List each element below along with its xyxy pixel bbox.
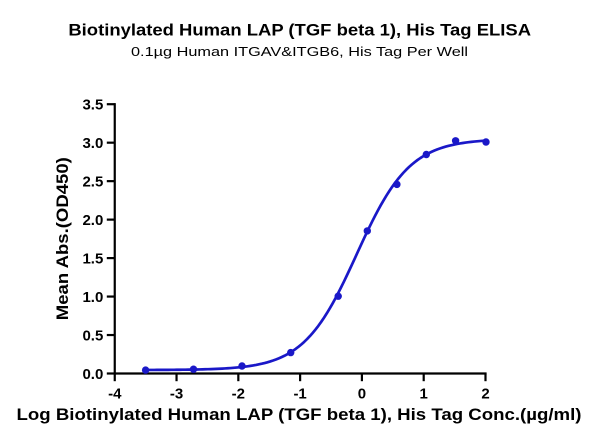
svg-text:1.5: 1.5 xyxy=(82,250,103,267)
svg-text:0: 0 xyxy=(358,385,366,402)
svg-text:1.0: 1.0 xyxy=(82,289,103,306)
svg-text:-4: -4 xyxy=(108,385,122,402)
svg-text:3.5: 3.5 xyxy=(82,97,103,114)
svg-text:1: 1 xyxy=(420,385,428,402)
svg-text:-2: -2 xyxy=(232,385,245,402)
svg-text:3.0: 3.0 xyxy=(82,135,103,152)
svg-text:2: 2 xyxy=(481,385,489,402)
svg-text:-1: -1 xyxy=(293,385,306,402)
svg-text:Log Biotinylated Human LAP (TG: Log Biotinylated Human LAP (TGF beta 1),… xyxy=(17,405,582,424)
svg-text:2.5: 2.5 xyxy=(82,174,103,191)
svg-text:-3: -3 xyxy=(170,385,183,402)
svg-text:Biotinylated Human LAP (TGF be: Biotinylated Human LAP (TGF beta 1), His… xyxy=(68,20,531,39)
svg-text:0.5: 0.5 xyxy=(82,327,103,344)
svg-text:2.0: 2.0 xyxy=(82,212,103,229)
svg-text:Mean Abs.(OD450): Mean Abs.(OD450) xyxy=(53,157,72,320)
svg-text:0.0: 0.0 xyxy=(82,366,103,383)
svg-text:0.1µg Human ITGAV&ITGB6, His T: 0.1µg Human ITGAV&ITGB6, His Tag Per Wel… xyxy=(131,44,468,59)
